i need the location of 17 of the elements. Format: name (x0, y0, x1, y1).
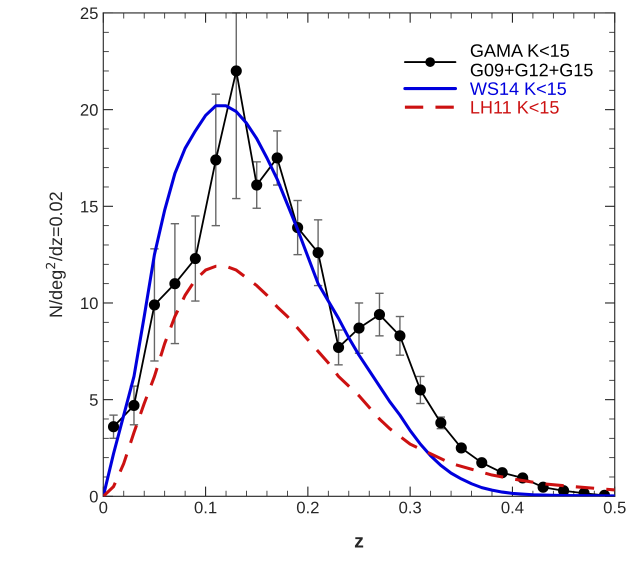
y-tick-label: 25 (80, 7, 98, 20)
x-tick-label: 0 (99, 502, 108, 514)
legend-label: LH11 K<15 (471, 101, 559, 114)
y-tick-label: 5 (90, 394, 98, 406)
y-axis-title: N/deg$^{2}$/dz=0.02 (46, 192, 66, 317)
x-tick-label: 0.1 (194, 502, 216, 514)
x-tick-label: 0.2 (296, 502, 319, 514)
legend-label: GAMA K<15 G09+G12+G15 (470, 44, 593, 76)
x-tick-label: 0.4 (502, 502, 524, 514)
y-tick-label: 15 (81, 200, 98, 213)
y-tick-label: 10 (81, 297, 98, 310)
legend-label: WS14 K<15 (470, 82, 566, 96)
y-tick-label: 0 (90, 490, 98, 503)
x-tick-label: 0.3 (399, 502, 422, 514)
y-tick-label: 20 (80, 104, 98, 116)
x-tick-label: 0.5 (604, 502, 626, 514)
x-axis-title: z (354, 537, 364, 548)
